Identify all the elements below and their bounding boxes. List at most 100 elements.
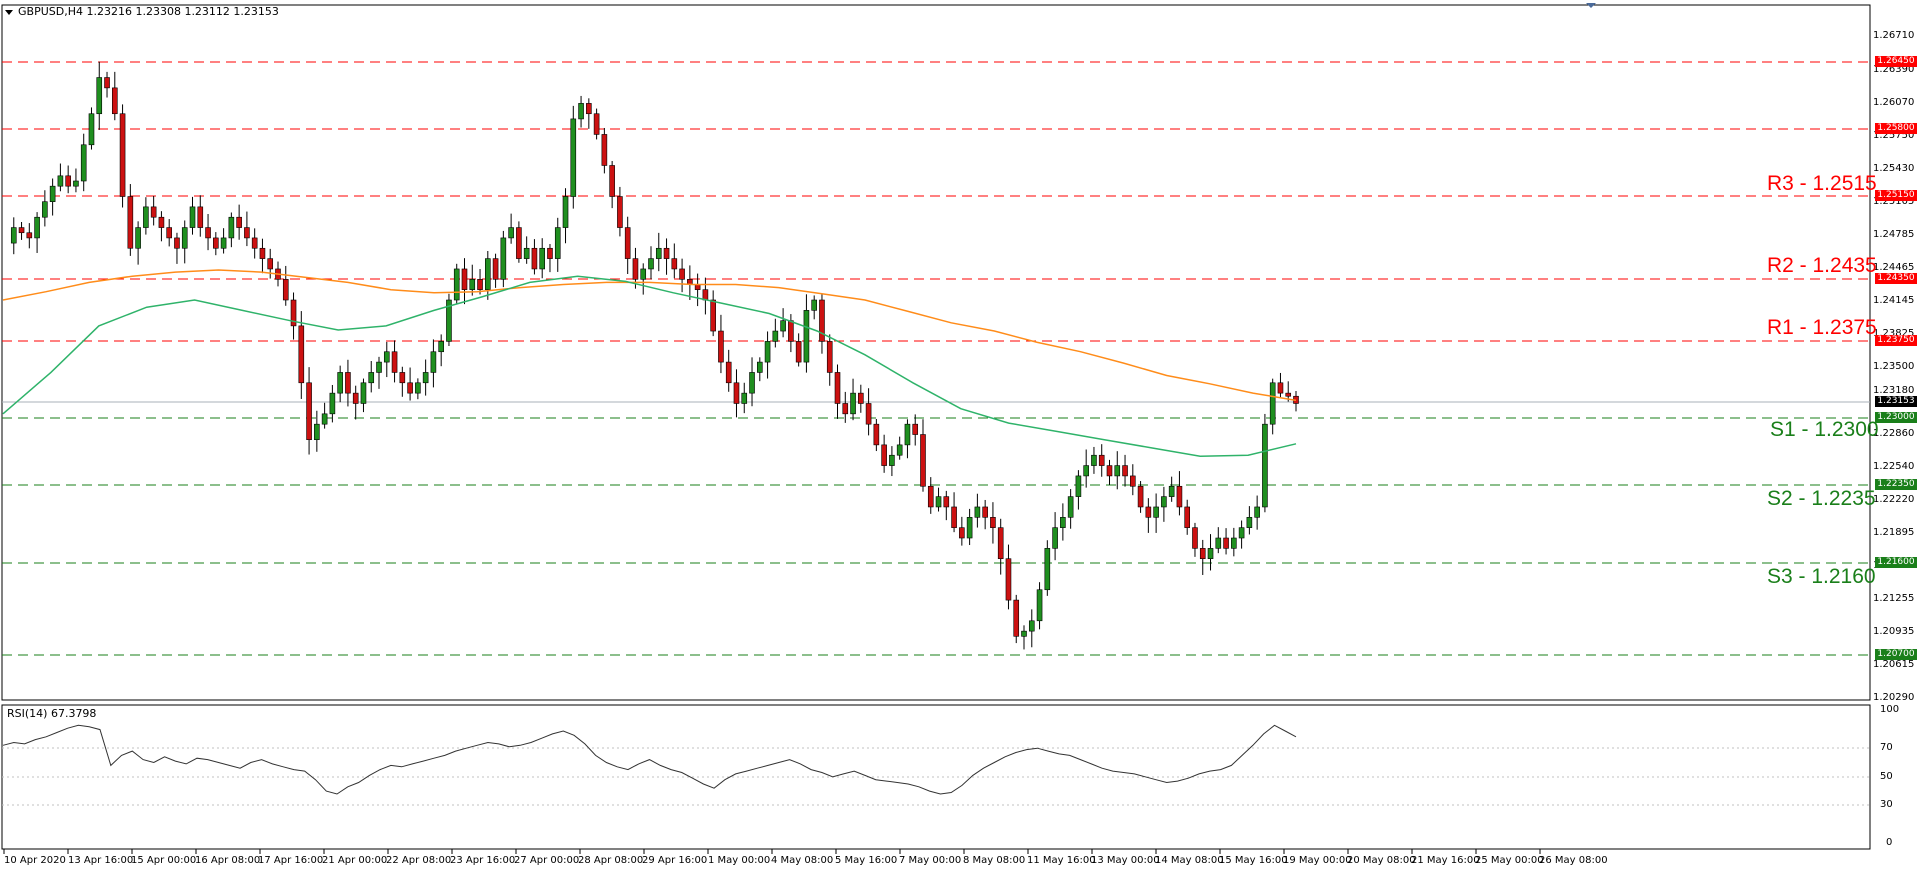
bull-candle — [10, 227, 17, 244]
bear-candle — [624, 227, 631, 259]
bull-candle — [1168, 485, 1175, 497]
bear-candle — [547, 247, 553, 259]
bear-candle — [943, 496, 950, 508]
bear-candle — [663, 247, 670, 259]
bull-candle — [764, 341, 771, 363]
price-axis-label: 1.26070 — [1873, 97, 1915, 108]
bear-candle — [733, 382, 740, 404]
bull-candle — [1254, 506, 1260, 518]
price-axis-label: 1.24465 — [1873, 262, 1915, 273]
bull-candle — [811, 299, 817, 311]
bull-candle — [1114, 465, 1121, 477]
bull-candle — [803, 310, 810, 363]
bear-candle — [1130, 475, 1136, 487]
support-badge: 1.22350 — [1875, 479, 1917, 490]
time-axis-label: 26 May 08:00 — [1539, 855, 1608, 866]
bull-candle — [749, 372, 755, 394]
price-axis-label: 1.24785 — [1873, 229, 1915, 240]
bear-candle — [819, 299, 825, 342]
price-axis-label: 1.23180 — [1873, 385, 1915, 396]
bull-candle — [1060, 517, 1066, 528]
chart-title: GBPUSD,H4 1.23216 1.23308 1.23112 1.2315… — [18, 5, 279, 18]
time-axis-ticks — [3, 849, 1541, 854]
bear-candle — [251, 237, 258, 249]
price-axis-label: 1.22860 — [1873, 428, 1915, 439]
bull-candle — [181, 227, 188, 249]
time-axis-label: 1 May 00:00 — [708, 855, 771, 866]
chart-shift-marker-icon[interactable] — [1586, 3, 1596, 8]
bull-candle — [772, 330, 779, 342]
bear-candle — [982, 506, 988, 518]
ma-fast-line — [2, 275, 1297, 458]
bear-candle — [407, 382, 413, 394]
bear-candle — [282, 279, 289, 301]
bull-candle — [143, 206, 149, 228]
bull-candle — [1246, 517, 1253, 528]
bear-candle — [1176, 485, 1183, 508]
time-axis-label: 4 May 08:00 — [771, 855, 834, 866]
bear-candle — [858, 392, 864, 404]
price-axis-label: 1.21895 — [1873, 527, 1915, 538]
time-axis-label: 28 Apr 08:00 — [578, 855, 644, 866]
bull-candle — [383, 351, 390, 363]
menu-triangle-icon[interactable] — [5, 10, 13, 15]
bull-candle — [422, 372, 429, 384]
bull-candle — [57, 175, 64, 187]
r2-label: R2 - 1.2435 — [1767, 254, 1877, 277]
bull-candle — [523, 247, 530, 259]
candles-layer — [10, 61, 1299, 650]
bear-candle — [492, 258, 499, 280]
bull-candle — [554, 227, 561, 259]
ma-slow-line — [2, 269, 1297, 402]
time-axis-label: 23 Apr 16:00 — [450, 855, 516, 866]
bear-candle — [1137, 485, 1144, 508]
bull-candle — [1083, 465, 1089, 477]
bull-candle — [314, 423, 320, 441]
bull-candle — [640, 268, 647, 280]
time-axis-label: 27 Apr 00:00 — [514, 855, 580, 866]
bull-candle — [1238, 527, 1245, 539]
bear-candle — [593, 113, 600, 135]
bull-candle — [889, 454, 895, 466]
time-axis-label: 21 Apr 00:00 — [322, 855, 388, 866]
rsi-axis-label: 70 — [1880, 742, 1893, 753]
rsi-title: RSI(14) 67.3798 — [7, 707, 97, 720]
bull-candle — [966, 517, 973, 539]
bull-candle — [1091, 454, 1097, 466]
time-axis-label: 19 May 00:00 — [1283, 855, 1352, 866]
bull-candle — [1044, 548, 1051, 591]
price-axis-label: 1.23500 — [1873, 361, 1915, 372]
bull-candle — [1231, 537, 1237, 549]
bear-candle — [795, 341, 802, 363]
bear-candle — [119, 113, 126, 197]
time-axis-label: 15 May 16:00 — [1219, 855, 1288, 866]
bull-candle — [578, 103, 584, 120]
bull-candle — [73, 180, 79, 187]
bull-candle — [1215, 537, 1222, 549]
time-axis-label: 16 Apr 08:00 — [195, 855, 261, 866]
bull-candle — [500, 237, 507, 280]
r3-label: R3 - 1.2515 — [1767, 172, 1877, 195]
bull-candle — [974, 506, 981, 518]
bear-candle — [174, 237, 180, 249]
bear-candle — [1013, 599, 1020, 637]
bear-candle — [26, 232, 33, 239]
time-axis-label: 13 May 00:00 — [1091, 855, 1160, 866]
main-plot-frame — [1, 4, 1871, 701]
bull-candle — [337, 372, 343, 394]
bull-candle — [1067, 496, 1074, 518]
bear-candle — [834, 372, 841, 404]
bear-candle — [990, 517, 996, 528]
bull-candle — [1262, 423, 1268, 508]
bear-candle — [391, 351, 398, 373]
bear-candle — [1199, 548, 1206, 560]
bull-candle — [850, 392, 856, 415]
rsi-line — [2, 724, 1297, 795]
rsi-axis-label: 50 — [1880, 771, 1893, 782]
bear-candle — [213, 237, 219, 249]
bull-candle — [1075, 475, 1082, 497]
price-axis-label: 1.24145 — [1873, 295, 1915, 306]
bear-candle — [1192, 527, 1198, 549]
